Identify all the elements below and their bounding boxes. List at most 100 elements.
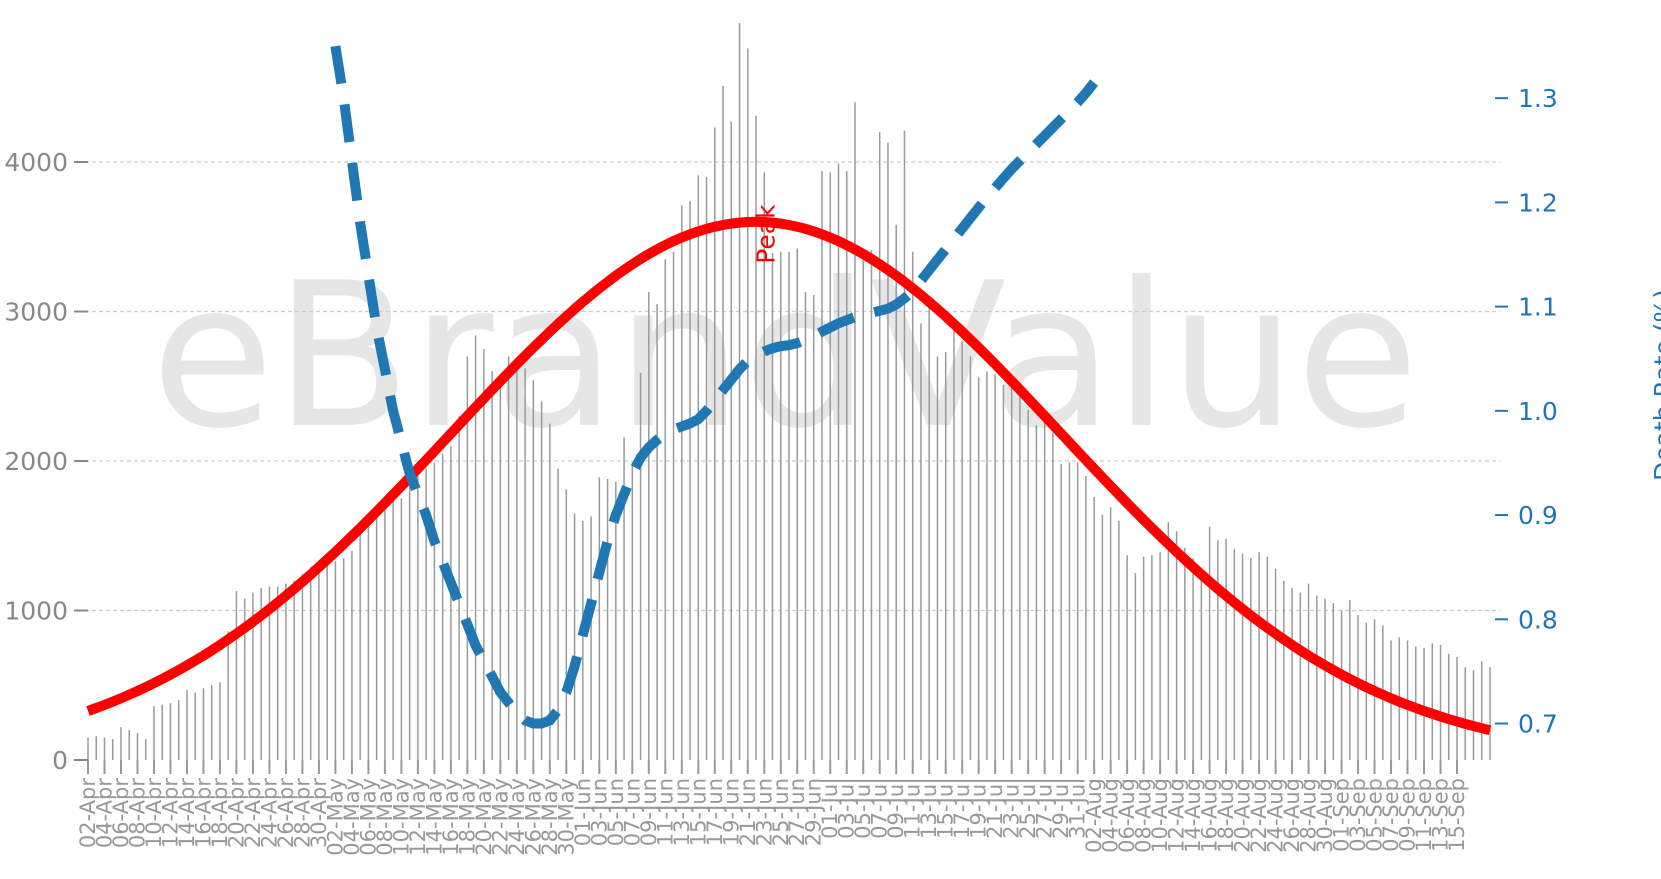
bar	[400, 498, 403, 760]
bar	[664, 259, 667, 760]
x-tick-label: 10-May	[389, 778, 413, 856]
x-tick-label: 03-Sep	[1346, 778, 1370, 852]
bar	[433, 462, 436, 760]
bar	[1002, 384, 1005, 760]
bar	[1027, 410, 1029, 760]
bar	[219, 682, 221, 760]
bar	[878, 132, 881, 760]
x-tick-label: 19-Jul	[967, 778, 991, 839]
bar	[441, 453, 444, 760]
bar	[1093, 496, 1095, 760]
x-tick-label: 25-Jul	[1016, 778, 1040, 839]
bar	[1167, 522, 1170, 760]
bar	[714, 127, 716, 761]
x-tick-label: 07-Jul	[868, 778, 892, 839]
bar	[1134, 573, 1137, 760]
bar	[771, 253, 774, 760]
bar	[672, 251, 675, 761]
x-tick-label: 16-Apr	[191, 778, 215, 849]
x-tick-label: 01-Jun	[571, 778, 595, 846]
bar	[334, 561, 337, 760]
bar	[780, 251, 782, 761]
bar	[1159, 552, 1161, 760]
x-tick-label: 20-Apr	[224, 778, 248, 849]
bar	[1175, 531, 1178, 760]
x-tick-label: 10-Aug	[1148, 778, 1172, 853]
x-tick-label: 23-Jun	[752, 778, 776, 846]
bar	[252, 592, 254, 760]
x-tick-label: 29-Jun	[802, 778, 826, 846]
bar	[697, 175, 700, 761]
x-tick-label: 08-Apr	[125, 778, 149, 849]
bar	[202, 688, 205, 760]
bar	[730, 121, 733, 761]
bar	[1043, 416, 1046, 760]
bar	[615, 481, 617, 760]
bar	[1200, 573, 1203, 760]
bar	[1233, 549, 1236, 760]
left-axis: 0 1000 2000 3000 4000	[4, 148, 88, 775]
bar	[1472, 670, 1475, 760]
y2-tick-label: 1.1	[1518, 293, 1558, 322]
bar	[977, 377, 980, 760]
bar	[1489, 667, 1491, 760]
y-tick-label: 2000	[4, 447, 68, 476]
x-tick-label: 27-Jul	[1033, 778, 1057, 839]
x-tick-label: 02-Aug	[1082, 778, 1106, 853]
y2-tick-label: 1.3	[1518, 84, 1558, 113]
x-tick-label: 08-May	[373, 778, 397, 856]
bar	[895, 224, 897, 760]
bar	[1184, 547, 1186, 760]
x-tick-label: 12-May	[406, 778, 430, 856]
x-tick-label: 01-Jul	[818, 778, 842, 839]
bar	[1241, 553, 1244, 760]
bar	[705, 176, 708, 760]
watermark: eBrandValue	[151, 240, 1419, 473]
bar	[384, 505, 386, 760]
bar	[565, 489, 568, 760]
bar	[483, 348, 485, 760]
x-tick-label: 20-May	[472, 778, 496, 856]
bar	[920, 323, 922, 760]
x-tick-label: 27-Jun	[785, 778, 809, 846]
bar	[1126, 555, 1128, 760]
bar	[128, 730, 130, 760]
bar	[276, 586, 279, 760]
bar	[639, 372, 642, 760]
bar	[1283, 580, 1285, 760]
bar	[227, 631, 229, 760]
bar	[144, 739, 147, 760]
bar	[911, 251, 914, 761]
bar	[1307, 583, 1310, 760]
bar	[351, 550, 353, 760]
bar	[161, 704, 163, 760]
bar	[532, 380, 535, 760]
bar	[796, 248, 798, 760]
bar	[392, 490, 394, 760]
x-tick-label: 16-Aug	[1198, 778, 1222, 853]
bar	[235, 591, 238, 760]
x-tick-label: 09-Jun	[637, 778, 661, 846]
x-tick-label: 30-May	[554, 778, 578, 856]
bar	[1118, 520, 1120, 760]
bar	[1109, 507, 1112, 760]
bar	[136, 733, 139, 760]
bar	[326, 564, 328, 760]
bar	[648, 292, 650, 760]
bar	[763, 172, 766, 760]
x-tick-label: 24-Apr	[257, 778, 281, 849]
x-tick-label: 07-Jun	[620, 778, 644, 846]
y-tick-label: 0	[52, 746, 68, 775]
bar	[969, 356, 972, 760]
bar	[1208, 526, 1211, 760]
bar	[755, 115, 757, 761]
bar	[367, 520, 370, 760]
bar	[1291, 588, 1293, 760]
bar	[944, 351, 947, 760]
bar	[623, 437, 625, 760]
x-tick-label: 17-Jun	[703, 778, 727, 846]
bar	[961, 341, 963, 760]
bar	[1274, 568, 1277, 760]
bar	[837, 163, 840, 761]
x-tick-label: 01-Sep	[1330, 778, 1354, 852]
